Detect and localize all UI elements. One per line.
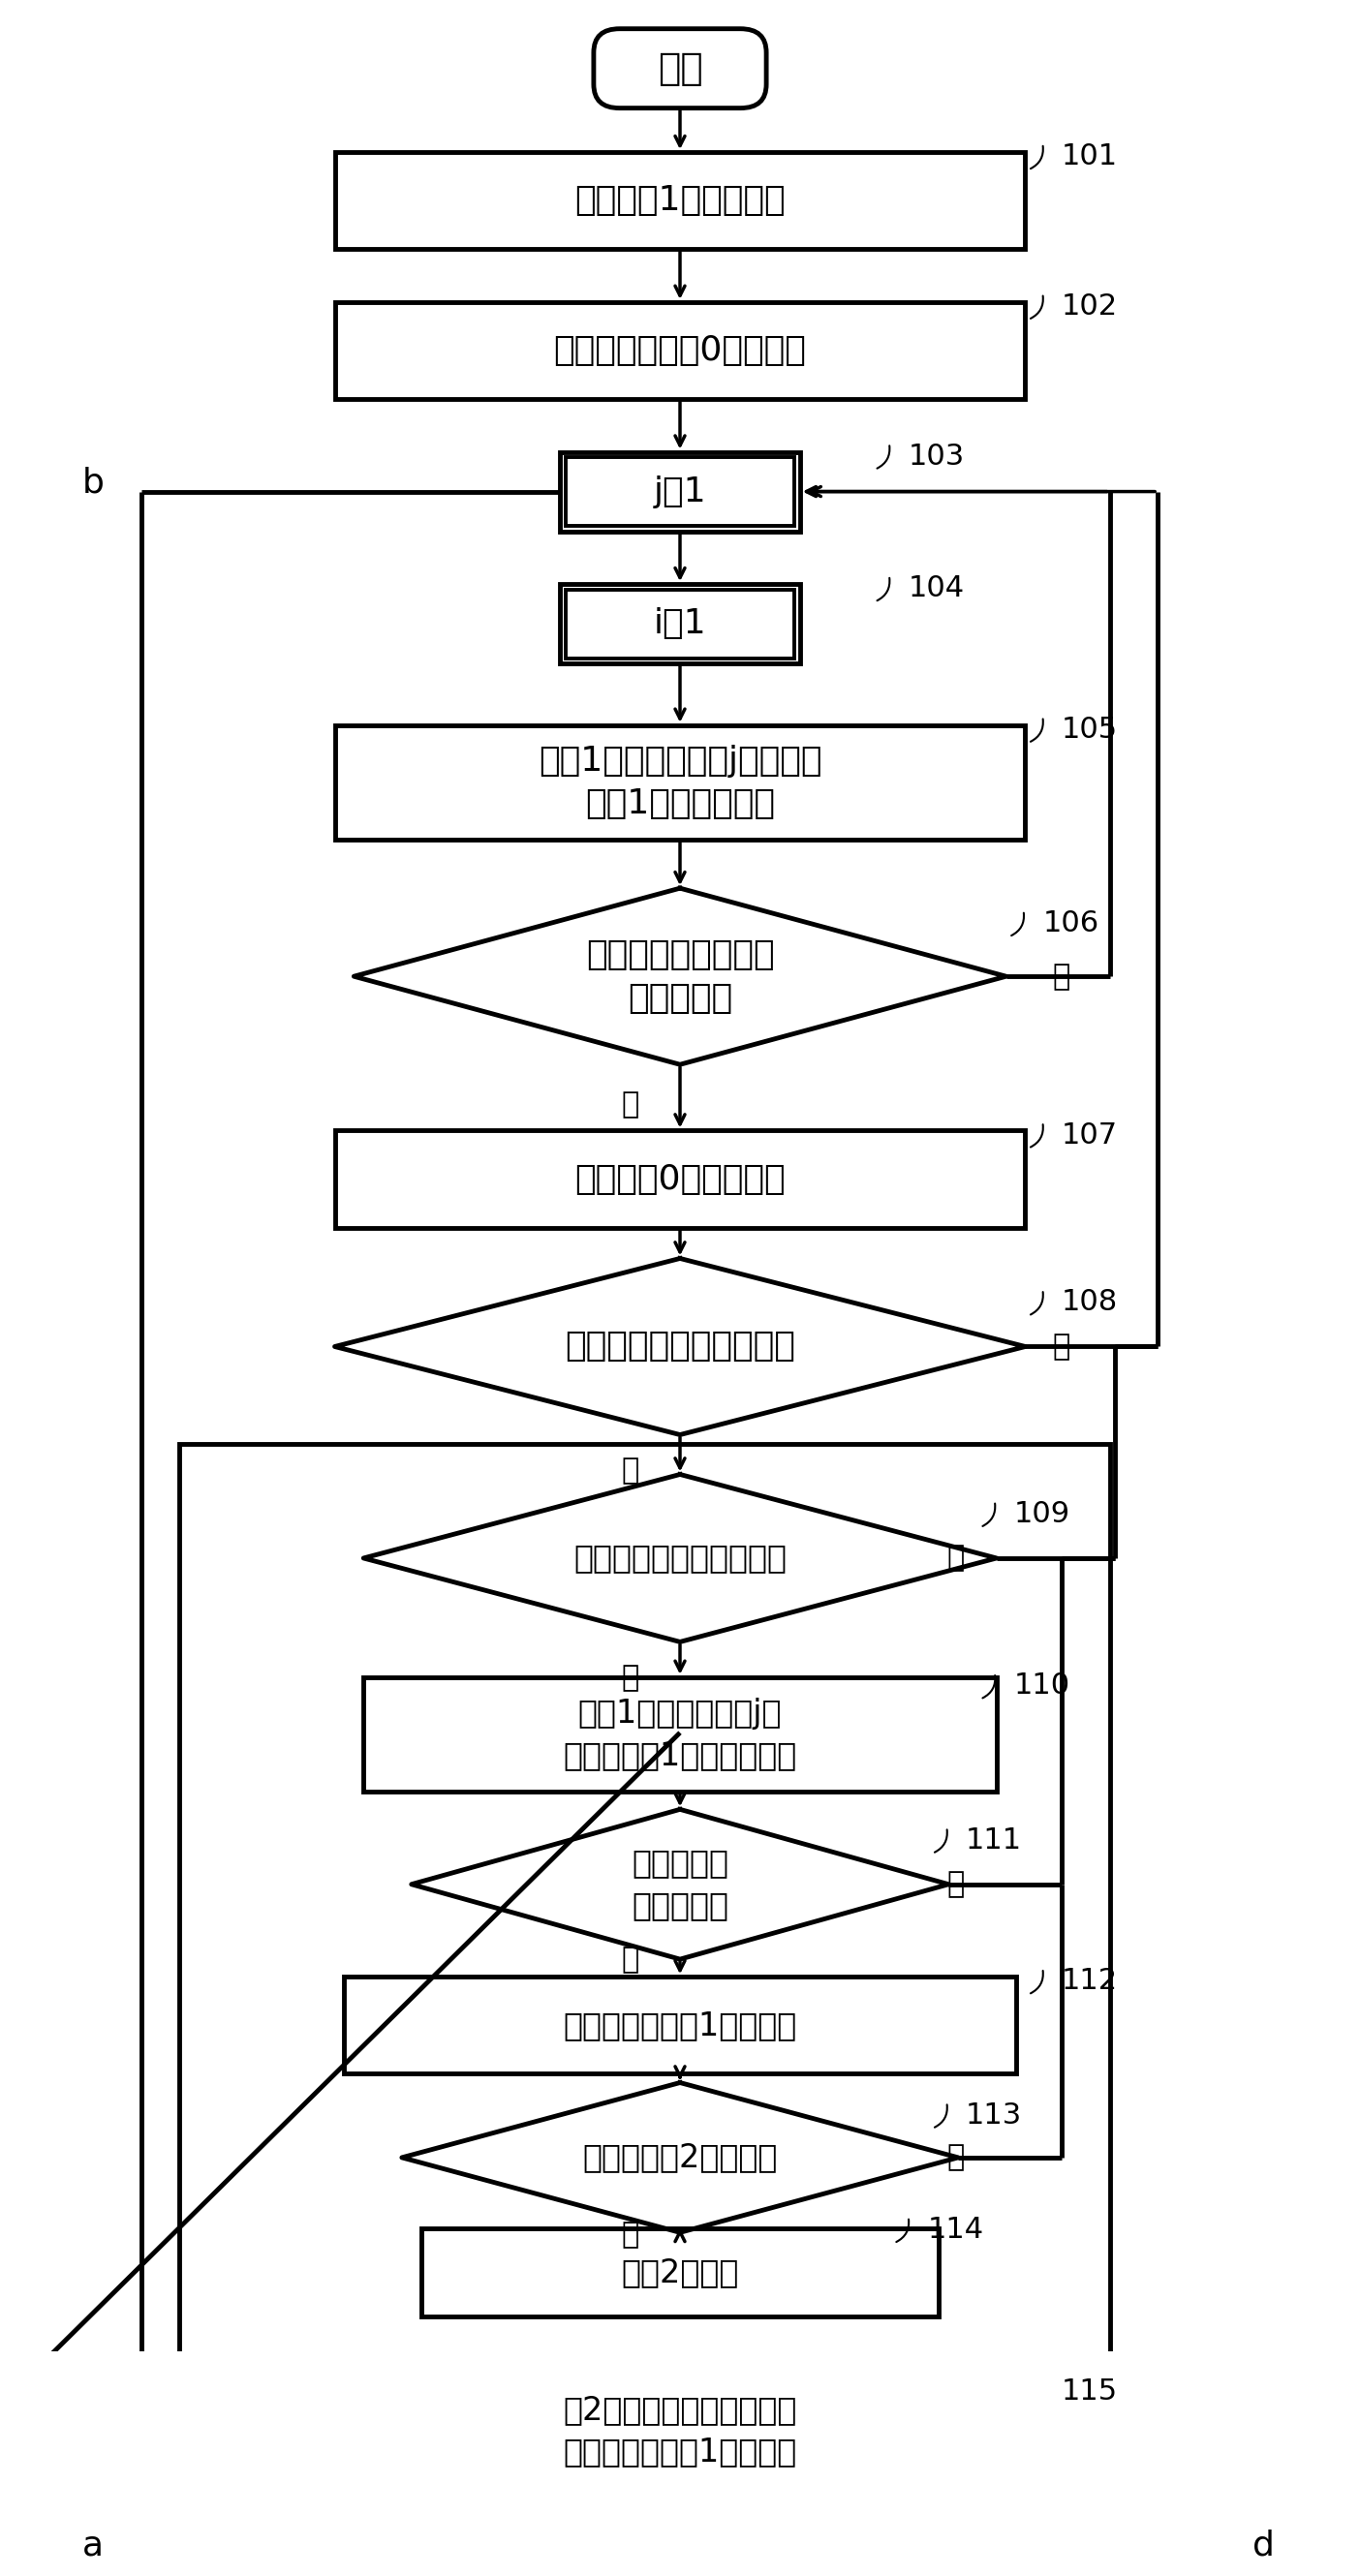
Bar <box>344 1976 1016 2074</box>
Text: 104: 104 <box>908 574 964 603</box>
Text: 113: 113 <box>966 2102 1023 2130</box>
Text: 数据有效性表是否有效？: 数据有效性表是否有效？ <box>574 1543 786 1574</box>
Text: 从始端页判断是否已
擦除的块？: 从始端页判断是否已 擦除的块？ <box>586 938 774 1015</box>
Text: d: d <box>1253 2530 1274 2563</box>
Text: c: c <box>670 2573 690 2576</box>
Bar <box>180 1443 1110 2524</box>
Text: 是否具有第2变换表？: 是否具有第2变换表？ <box>582 2141 778 2174</box>
Text: 数据有效性表＝1（有效）: 数据有效性表＝1（有效） <box>563 2009 797 2040</box>
Text: 114: 114 <box>928 2215 983 2244</box>
Text: a: a <box>83 2530 103 2563</box>
Text: 有效性标记
是否有效？: 有效性标记 是否有效？ <box>631 1847 729 1922</box>
Text: 是: 是 <box>1053 1332 1070 1360</box>
Text: 开始: 开始 <box>657 49 703 88</box>
Text: 数据有效性表＝0（无效）: 数据有效性表＝0（无效） <box>554 335 806 366</box>
Text: 第2变换表中部分逻辑块的
数据有效性表＝1（有效）: 第2变换表中部分逻辑块的 数据有效性表＝1（有效） <box>563 2393 797 2468</box>
Text: 101: 101 <box>1062 142 1118 170</box>
Text: 是: 是 <box>622 1945 639 1973</box>
Bar <box>335 724 1025 840</box>
Text: 否: 否 <box>622 1092 639 1118</box>
Text: 107: 107 <box>1062 1121 1118 1149</box>
Bar <box>422 2228 938 2316</box>
Text: 否: 否 <box>947 2143 964 2172</box>
Text: 106: 106 <box>1043 909 1099 938</box>
Text: 读第1物理块群中第j个物理块
的第1个部分逻辑块: 读第1物理块群中第j个物理块 的第1个部分逻辑块 <box>539 744 821 822</box>
Text: 112: 112 <box>1062 1968 1118 1996</box>
Text: 111: 111 <box>966 1826 1023 1855</box>
Bar <box>363 1677 997 1793</box>
Text: 108: 108 <box>1062 1288 1118 1316</box>
Text: 读第1物理块群中第j个
物理块的第1个部分逻辑块: 读第1物理块群中第j个 物理块的第1个部分逻辑块 <box>563 1698 797 1772</box>
Text: 105: 105 <box>1062 716 1118 744</box>
Bar <box>335 1131 1025 1229</box>
Bar <box>344 2372 1016 2488</box>
Text: 数据有效性表是否有效？: 数据有效性表是否有效？ <box>564 1329 796 1363</box>
Bar <box>560 585 800 665</box>
Text: i＝1: i＝1 <box>654 608 706 641</box>
Text: 110: 110 <box>1013 1672 1070 1700</box>
Bar <box>560 451 800 531</box>
Text: 登录表＝0（已写入）: 登录表＝0（已写入） <box>574 1162 786 1195</box>
Text: 登录表＝1（已擦除）: 登录表＝1（已擦除） <box>574 185 786 216</box>
Text: 109: 109 <box>1013 1499 1070 1528</box>
Bar <box>566 456 794 526</box>
Text: 读第2变换表: 读第2变换表 <box>622 2257 738 2287</box>
Text: 是: 是 <box>1053 963 1070 989</box>
Text: 否: 否 <box>947 1870 964 1899</box>
Text: 是: 是 <box>622 2221 639 2249</box>
Text: 是: 是 <box>947 1543 964 1571</box>
Text: b: b <box>82 466 105 500</box>
Bar <box>335 152 1025 250</box>
Text: 否: 否 <box>622 1664 639 1692</box>
Text: 103: 103 <box>908 443 964 471</box>
Text: 否: 否 <box>622 1458 639 1484</box>
Bar <box>566 590 794 657</box>
Text: 102: 102 <box>1062 294 1118 319</box>
Text: j＝1: j＝1 <box>654 474 706 507</box>
Bar <box>335 301 1025 399</box>
Text: 115: 115 <box>1062 2378 1118 2406</box>
